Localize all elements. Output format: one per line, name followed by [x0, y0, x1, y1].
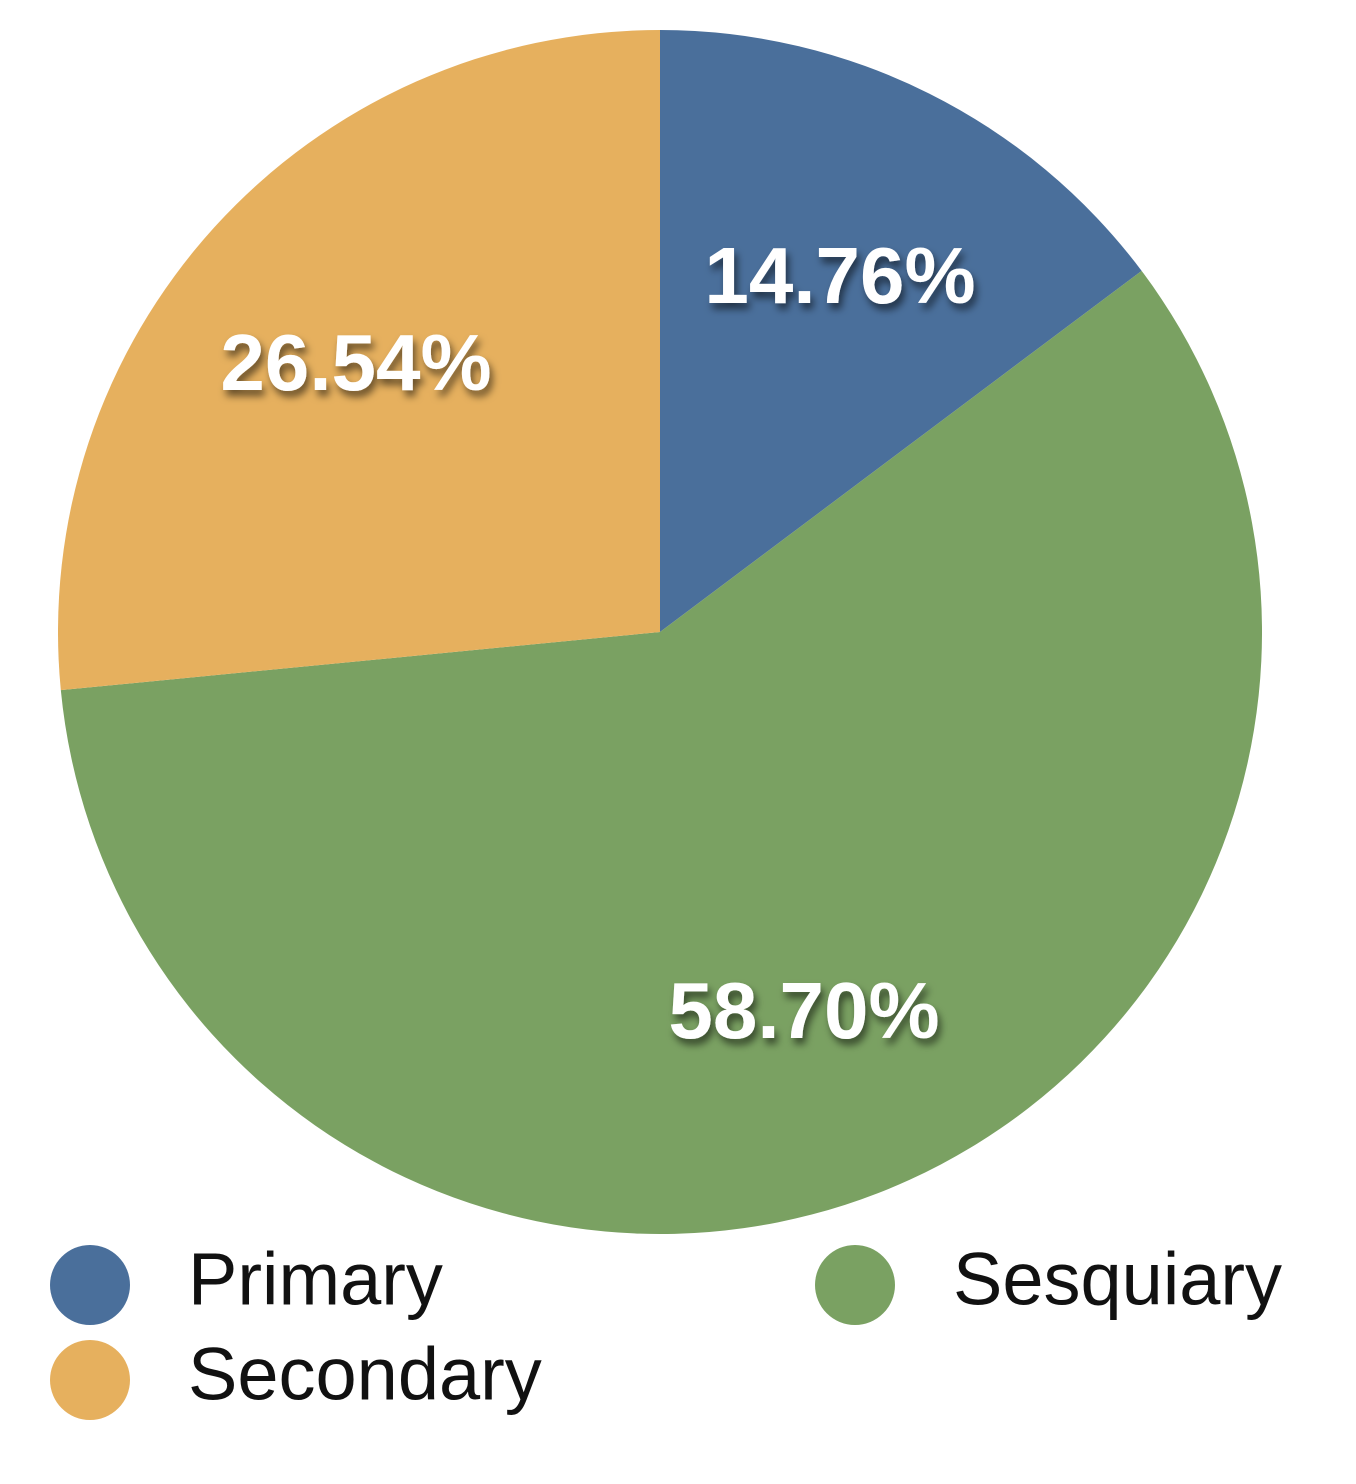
legend-swatch-primary [50, 1245, 130, 1325]
slice-label-primary: 14.76% [704, 231, 975, 320]
chart-legend: Primary Secondary Sesquiary [50, 1238, 1282, 1420]
slice-label-secondary: 26.54% [220, 318, 491, 407]
legend-label-sesquiary: Sesquiary [953, 1238, 1282, 1321]
legend-swatch-sesquiary [815, 1245, 895, 1325]
slice-label-sesquiary: 58.70% [668, 966, 939, 1055]
legend-item-primary: Primary [50, 1238, 443, 1325]
pie-slices [58, 30, 1263, 1235]
legend-item-secondary: Secondary [50, 1333, 542, 1420]
legend-label-primary: Primary [188, 1238, 443, 1321]
pie-slice-labels: 14.76% 26.54% 58.70% [220, 231, 975, 1055]
pie-slice-primary [660, 30, 1142, 632]
legend-item-sesquiary: Sesquiary [815, 1238, 1282, 1325]
pie-slice-secondary [58, 30, 661, 691]
legend-label-secondary: Secondary [188, 1333, 542, 1416]
pie-slice-sesquiary [60, 270, 1263, 1235]
legend-swatch-secondary [50, 1340, 130, 1420]
